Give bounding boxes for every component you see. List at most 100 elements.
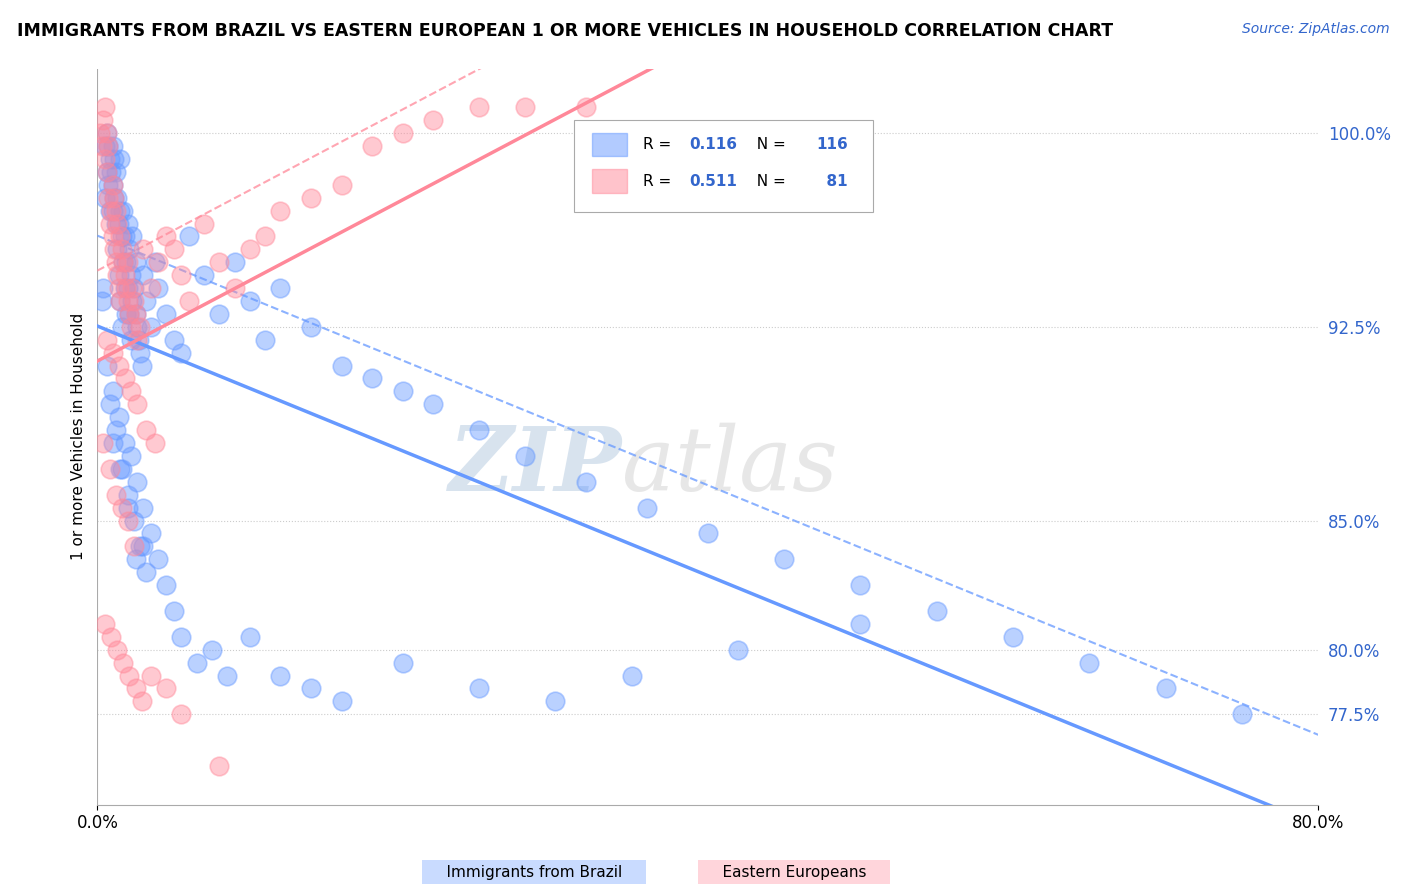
Point	[208, 255, 231, 269]
Point	[139, 668, 162, 682]
Point	[97, 139, 120, 153]
Point	[132, 500, 155, 515]
Point	[131, 359, 153, 373]
Point	[101, 178, 124, 192]
Point	[122, 514, 145, 528]
Point	[101, 436, 124, 450]
Point	[1002, 630, 1025, 644]
Point	[361, 139, 384, 153]
Point	[135, 565, 157, 579]
Point	[118, 243, 141, 257]
Point	[361, 371, 384, 385]
Text: R =: R =	[643, 136, 676, 152]
Point	[544, 694, 567, 708]
Point	[105, 268, 128, 282]
Text: N =: N =	[747, 174, 790, 188]
Point	[96, 165, 118, 179]
Point	[163, 604, 186, 618]
FancyBboxPatch shape	[574, 120, 873, 212]
Point	[97, 191, 120, 205]
Point	[132, 268, 155, 282]
Point	[143, 436, 166, 450]
Point	[112, 255, 135, 269]
Text: 81: 81	[817, 174, 848, 188]
Text: 116: 116	[817, 136, 848, 152]
Point	[422, 113, 444, 128]
Point	[115, 281, 138, 295]
Point	[330, 178, 353, 192]
Point	[170, 630, 193, 644]
Point	[125, 475, 148, 489]
Point	[100, 165, 122, 179]
Point	[135, 423, 157, 437]
Point	[117, 255, 139, 269]
Point	[98, 217, 121, 231]
Point	[93, 281, 115, 295]
Point	[97, 178, 120, 192]
Point	[330, 359, 353, 373]
Point	[112, 656, 135, 670]
Point	[112, 255, 135, 269]
Point	[120, 449, 142, 463]
Text: Source: ZipAtlas.com: Source: ZipAtlas.com	[1241, 22, 1389, 37]
Text: N =: N =	[747, 136, 790, 152]
Point	[118, 307, 141, 321]
Point	[193, 217, 215, 231]
Point	[114, 268, 136, 282]
Point	[208, 759, 231, 773]
Point	[131, 694, 153, 708]
Point	[103, 191, 125, 205]
Point	[129, 540, 152, 554]
Point	[101, 229, 124, 244]
Point	[1078, 656, 1101, 670]
Point	[96, 165, 118, 179]
Point	[132, 243, 155, 257]
Point	[636, 500, 658, 515]
Point	[155, 578, 177, 592]
Point	[100, 203, 122, 218]
Point	[148, 255, 170, 269]
Point	[139, 526, 162, 541]
Point	[112, 203, 135, 218]
Point	[129, 319, 152, 334]
Point	[391, 126, 413, 140]
Point	[148, 281, 170, 295]
Point	[330, 694, 353, 708]
Point	[101, 139, 124, 153]
Point	[98, 397, 121, 411]
Text: atlas: atlas	[623, 423, 838, 509]
Point	[107, 281, 129, 295]
Point	[124, 552, 146, 566]
Point	[468, 100, 491, 114]
Point	[217, 668, 239, 682]
Point	[98, 203, 121, 218]
Point	[104, 488, 127, 502]
Point	[105, 642, 128, 657]
Point	[121, 229, 143, 244]
Point	[773, 552, 796, 566]
Point	[89, 126, 111, 140]
Point	[620, 668, 643, 682]
Point	[125, 397, 148, 411]
Point	[104, 255, 127, 269]
Point	[224, 255, 246, 269]
Point	[96, 333, 118, 347]
Point	[93, 436, 115, 450]
Point	[117, 293, 139, 308]
Point	[105, 243, 128, 257]
Point	[120, 319, 142, 334]
Point	[124, 307, 146, 321]
Point	[299, 319, 322, 334]
Point	[110, 152, 132, 166]
Point	[254, 333, 277, 347]
Point	[125, 319, 148, 334]
Point	[125, 333, 148, 347]
Point	[122, 281, 145, 295]
Point	[104, 423, 127, 437]
Point	[269, 203, 291, 218]
Point	[139, 319, 162, 334]
Text: ZIP: ZIP	[449, 423, 623, 509]
Point	[101, 203, 124, 218]
Point	[114, 371, 136, 385]
Text: Immigrants from Brazil: Immigrants from Brazil	[427, 865, 641, 880]
